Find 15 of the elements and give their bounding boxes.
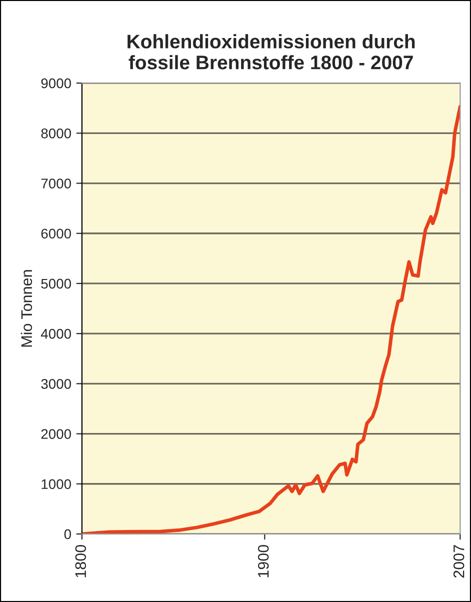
x-tick-label: 1900 (258, 544, 269, 578)
y-tick-label: 6000 (41, 228, 71, 239)
y-tick-label: 9000 (41, 78, 71, 88)
y-tick-label: 3000 (41, 379, 71, 389)
chart-title: Kohlendioxidemissionen durch fossile Brennstoffe 1800 - 2007 (128, 34, 415, 70)
x-tick-label: 1800 (75, 544, 86, 578)
y-tick-label: 1000 (42, 479, 71, 490)
y-tick-label: 0 (64, 529, 71, 540)
y-tick-label: 7000 (41, 178, 71, 188)
y-tick-label: 5000 (41, 278, 71, 289)
y-axis-title: Mio Tonnen (20, 270, 32, 347)
y-tick-label: 2000 (41, 429, 71, 439)
y-tick-label: 8000 (41, 128, 71, 138)
x-tick-label: 2007 (453, 545, 464, 578)
y-tick-label: 4000 (40, 328, 71, 339)
